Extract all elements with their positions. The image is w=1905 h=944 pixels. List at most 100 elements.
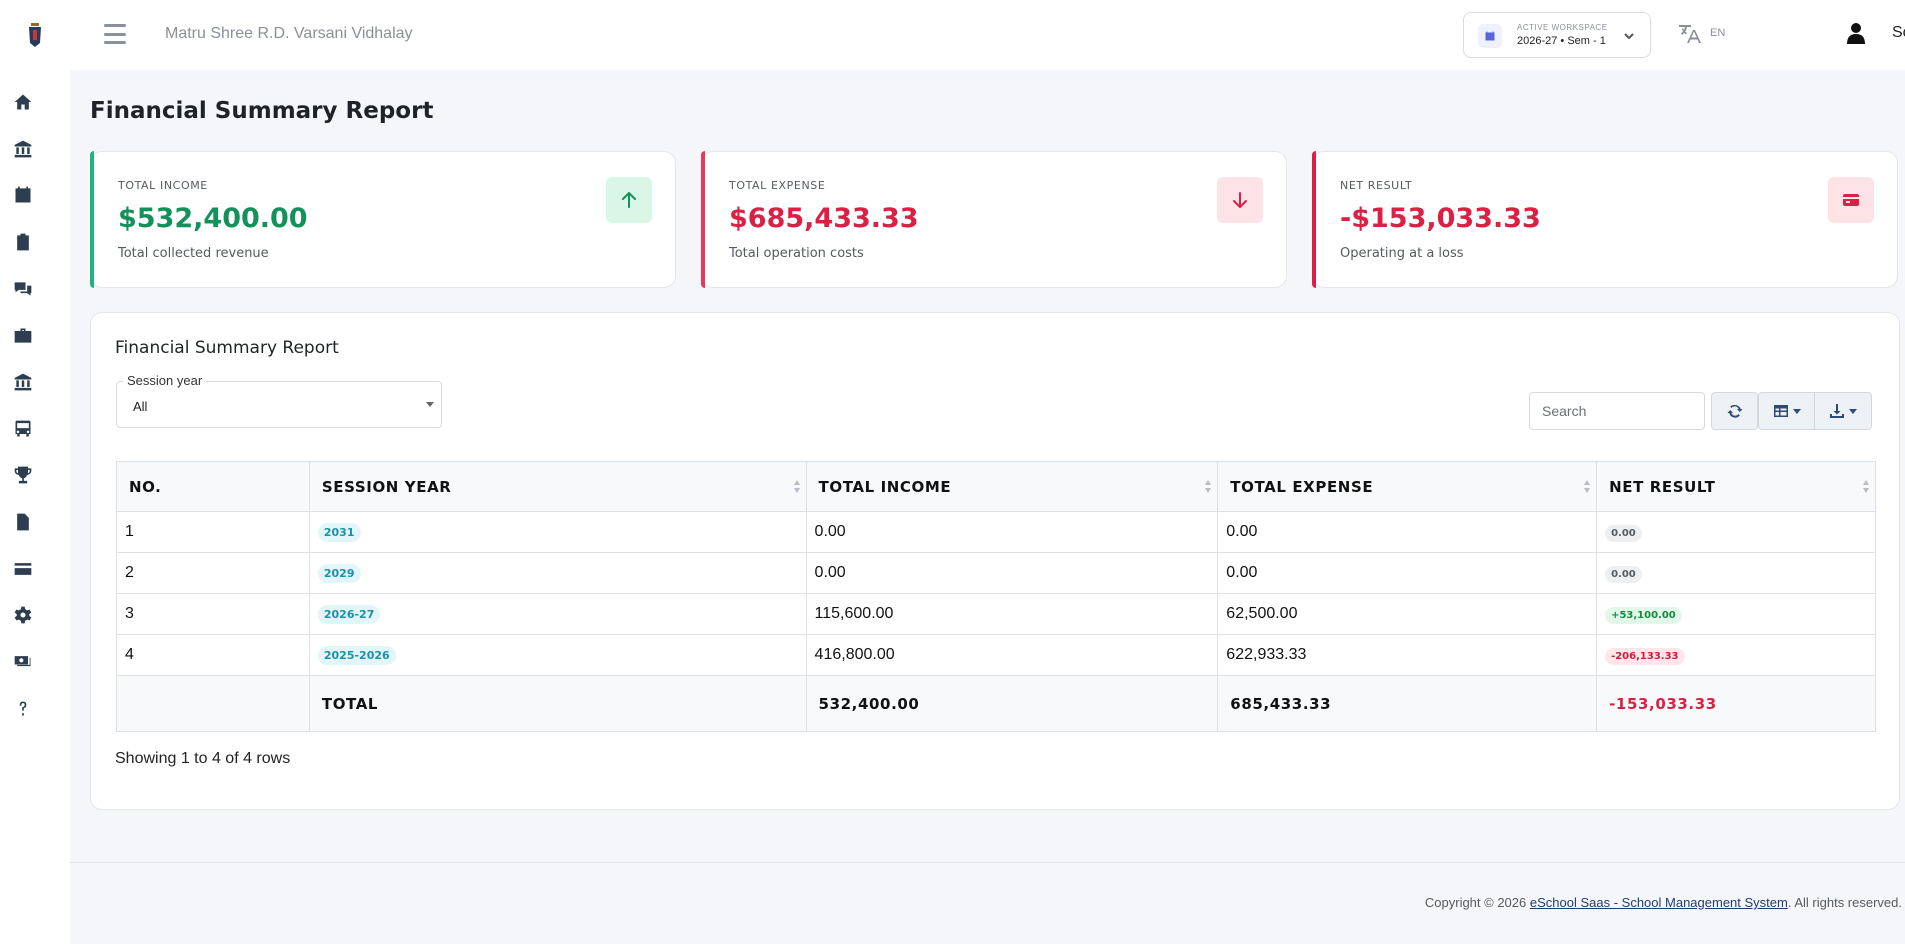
card-value: $685,433.33: [729, 203, 919, 234]
credit-card-icon[interactable]: [11, 557, 35, 581]
sort-icon: [793, 480, 800, 494]
translate-icon: [1679, 25, 1701, 43]
page-title: Financial Summary Report: [90, 98, 434, 124]
export-button[interactable]: [1814, 392, 1872, 430]
footer-divider: [70, 862, 1905, 863]
financial-summary-table: NO. SESSION YEAR TOTAL INCOME TOTAL EXPE…: [116, 461, 1876, 732]
table-total-row: TOTAL 532,400.00 685,433.33 -153,033.33: [116, 675, 1876, 732]
card-label: TOTAL EXPENSE: [729, 179, 826, 192]
trophy-icon[interactable]: [11, 463, 35, 487]
cell-income: 0.00: [805, 552, 1219, 594]
card-value: $532,400.00: [118, 203, 308, 234]
card-label: TOTAL INCOME: [118, 179, 208, 192]
table-row: 3 2026-27 115,600.00 62,500.00 +53,100.0…: [116, 593, 1876, 635]
clipboard-icon[interactable]: [11, 230, 35, 254]
search-input[interactable]: [1529, 392, 1705, 430]
card-subtitle: Total collected revenue: [118, 246, 269, 261]
sidebar: [0, 0, 70, 944]
total-net-result: -153,033.33: [1596, 675, 1876, 732]
language-code: EN: [1710, 27, 1726, 39]
cell-income: 416,800.00: [805, 634, 1219, 676]
cell-expense: 622,933.33: [1217, 634, 1598, 676]
cell-income: 115,600.00: [805, 593, 1219, 635]
cell-income: 0.00: [805, 511, 1219, 553]
active-workspace-selector[interactable]: ACTIVE WORKSPACE 2026-27 • Sem - 1: [1463, 12, 1651, 58]
cell-expense: 0.00: [1217, 552, 1598, 594]
table-row: 2 2029 0.00 0.00 0.00: [116, 552, 1876, 594]
column-header-no[interactable]: NO.: [116, 461, 310, 512]
footer-rights: . All rights reserved.: [1787, 895, 1902, 910]
caret-down-icon: [1849, 408, 1857, 414]
caret-down-icon: [1792, 408, 1801, 414]
net-result-badge: 0.00: [1605, 524, 1642, 542]
menu-toggle-icon[interactable]: [104, 24, 126, 44]
footer: Copyright © 2026 eSchool Saas - School M…: [1425, 895, 1902, 910]
card-accent-bar: [1312, 151, 1316, 288]
card-accent-bar: [90, 151, 94, 288]
session-year-badge: 2029: [317, 563, 361, 583]
card-subtitle: Operating at a loss: [1340, 246, 1464, 261]
total-label: TOTAL: [308, 675, 807, 732]
table-row: 4 2025-2026 416,800.00 622,933.33 -206,1…: [116, 634, 1876, 676]
workspace-value: 2026-27 • Sem - 1: [1517, 35, 1606, 47]
user-name: School: [1892, 24, 1905, 41]
pagination-info: Showing 1 to 4 of 4 rows: [115, 750, 291, 767]
language-switcher[interactable]: EN: [1678, 22, 1725, 44]
home-icon[interactable]: [11, 90, 35, 114]
total-expense: 685,433.33: [1217, 675, 1598, 732]
cell-no: 1: [116, 511, 310, 553]
table-icon: [1773, 405, 1788, 417]
arrow-up-icon: [606, 177, 652, 223]
session-year-select[interactable]: Session year All: [116, 373, 442, 428]
table-row: 1 2031 0.00 0.00 0.00: [116, 511, 1876, 553]
cell-no: 3: [116, 593, 310, 635]
net-result-card: NET RESULT -$153,033.33 Operating at a l…: [1312, 151, 1898, 288]
column-header-session-year[interactable]: SESSION YEAR: [308, 461, 807, 512]
financial-summary-card: Financial Summary Report Session year Al…: [90, 312, 1900, 810]
column-header-total-income[interactable]: TOTAL INCOME: [805, 461, 1219, 512]
institution-icon[interactable]: [11, 370, 35, 394]
footer-copyright: Copyright © 2026: [1424, 895, 1530, 910]
top-header: Matru Shree R.D. Varsani Vidhalay ACTIVE…: [70, 0, 1905, 70]
card-value: -$153,033.33: [1340, 203, 1541, 234]
total-income: 532,400.00: [805, 675, 1219, 732]
comments-icon[interactable]: [11, 277, 35, 301]
session-year-value: All: [133, 399, 148, 414]
footer-link[interactable]: eSchool Saas - School Management System: [1529, 895, 1788, 910]
net-result-badge: +53,100.00: [1605, 606, 1682, 624]
session-year-badge: 2026-27: [317, 604, 381, 624]
card-subtitle: Total operation costs: [729, 246, 864, 261]
gear-icon[interactable]: [11, 603, 35, 627]
cell-no: 2: [116, 552, 310, 594]
calendar-icon: [1478, 24, 1502, 48]
payroll-icon[interactable]: [11, 650, 35, 674]
session-year-badge: 2031: [317, 522, 361, 542]
calendar-icon[interactable]: [11, 183, 35, 207]
card-label: NET RESULT: [1340, 179, 1413, 192]
bus-icon[interactable]: [11, 417, 35, 441]
bank-icon[interactable]: [11, 137, 35, 161]
column-header-net-result[interactable]: NET RESULT: [1596, 461, 1876, 512]
session-year-badge: 2025-2026: [317, 645, 396, 665]
columns-button[interactable]: [1758, 392, 1815, 430]
document-icon[interactable]: [11, 510, 35, 534]
net-result-badge: 0.00: [1605, 565, 1642, 583]
user-menu[interactable]: School: [1846, 22, 1905, 44]
school-logo-icon[interactable]: [25, 21, 45, 49]
help-icon[interactable]: [11, 697, 35, 721]
caret-down-icon: [426, 402, 434, 407]
cell-expense: 62,500.00: [1217, 593, 1598, 635]
table-header-row: NO. SESSION YEAR TOTAL INCOME TOTAL EXPE…: [116, 461, 1876, 512]
wallet-icon: [1828, 177, 1874, 223]
session-year-label: Session year: [123, 373, 207, 388]
sort-icon: [1863, 480, 1869, 494]
workspace-label: ACTIVE WORKSPACE: [1517, 23, 1608, 32]
net-result-badge: -206,133.33: [1605, 647, 1685, 665]
cell-expense: 0.00: [1217, 511, 1598, 553]
column-header-total-expense[interactable]: TOTAL EXPENSE: [1217, 461, 1598, 512]
total-income-card: TOTAL INCOME $532,400.00 Total collected…: [90, 151, 676, 288]
briefcase-icon[interactable]: [11, 324, 35, 348]
sort-icon: [1584, 480, 1591, 494]
card-title: Financial Summary Report: [115, 338, 339, 358]
refresh-button[interactable]: [1711, 392, 1758, 430]
